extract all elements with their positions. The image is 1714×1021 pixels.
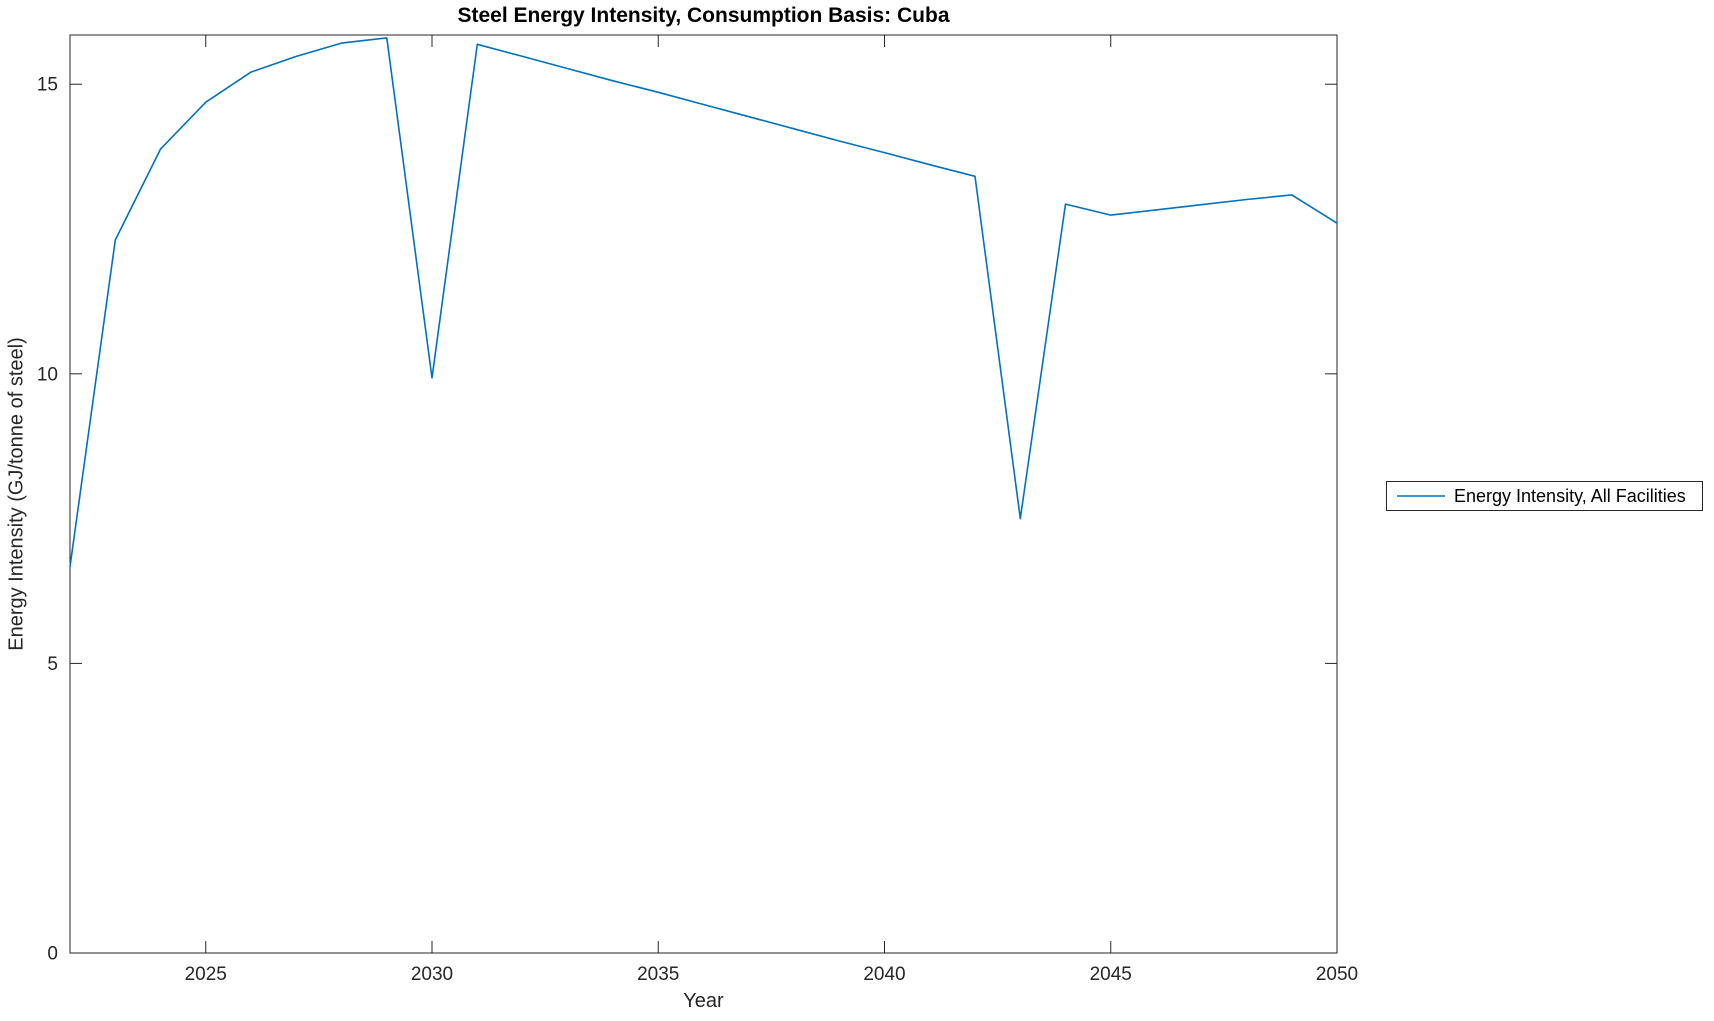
chart-title: Steel Energy Intensity, Consumption Basi…	[457, 4, 950, 27]
legend: Energy Intensity, All Facilities	[1386, 481, 1703, 511]
y-axis-label: Energy Intensity (GJ/tonne of steel)	[5, 337, 28, 651]
series-line	[69, 37, 1338, 568]
legend-entry-label: Energy Intensity, All Facilities	[1454, 485, 1686, 506]
x-tick-label: 2025	[185, 964, 227, 985]
y-tick-label: 10	[37, 364, 58, 385]
x-tick-label: 2035	[637, 964, 679, 985]
y-tick-label: 5	[47, 654, 58, 675]
x-tick-label: 2030	[411, 964, 453, 985]
y-tick-label: 0	[47, 944, 58, 965]
axes-box	[69, 34, 1338, 954]
x-tick-label: 2045	[1090, 964, 1132, 985]
x-tick-label: 2040	[863, 964, 905, 985]
legend-line-sample-icon	[1397, 495, 1445, 497]
y-tick-label: 15	[37, 75, 58, 96]
x-tick-label: 2050	[1316, 964, 1358, 985]
x-axis-label: Year	[683, 990, 724, 1012]
